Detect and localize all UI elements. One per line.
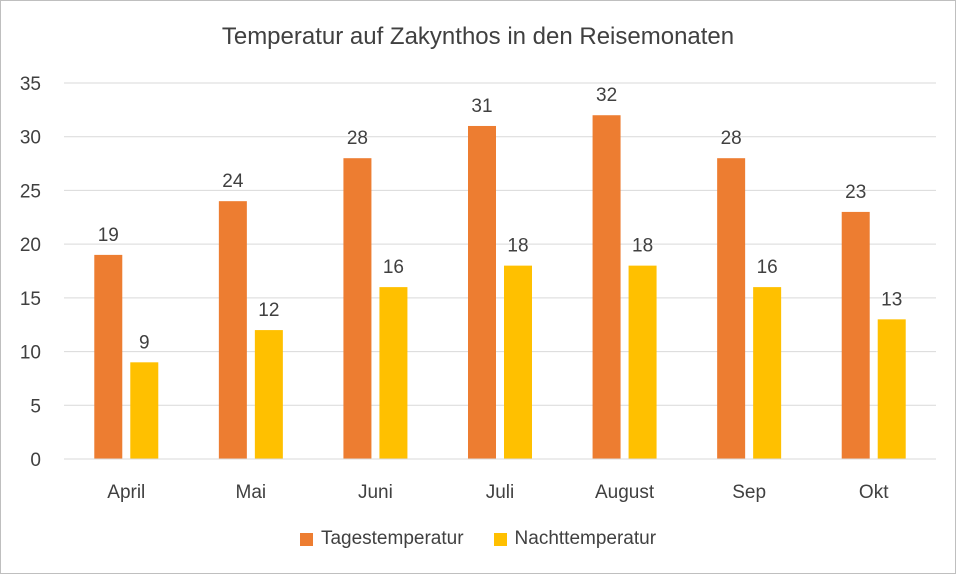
bar-night-august — [628, 265, 657, 459]
bar-night-sep — [753, 287, 782, 459]
data-label: 18 — [632, 236, 653, 257]
y-tick-label: 0 — [30, 450, 41, 471]
legend-item-night: Nachttemperatur — [493, 528, 657, 550]
data-label: 23 — [845, 182, 866, 203]
bar-night-juni — [379, 287, 408, 459]
bar-day-okt — [841, 211, 870, 459]
x-tick-label: Okt — [859, 482, 889, 503]
y-tick-label: 25 — [20, 181, 41, 202]
bar-day-august — [592, 115, 621, 459]
bar-day-april — [94, 254, 123, 459]
data-label: 16 — [757, 257, 778, 278]
data-label: 12 — [258, 300, 279, 321]
data-label: 18 — [507, 236, 528, 257]
x-tick-label: Juli — [486, 482, 515, 503]
legend: Tagestemperatur Nachttemperatur — [1, 528, 955, 550]
legend-label-day: Tagestemperatur — [320, 528, 464, 549]
bar-day-sep — [717, 158, 746, 459]
bar-night-mai — [254, 330, 283, 459]
y-tick-label: 10 — [20, 343, 41, 364]
bar-day-juni — [343, 158, 372, 459]
data-label: 32 — [596, 85, 617, 106]
y-tick-label: 30 — [20, 128, 41, 149]
bar-night-okt — [877, 319, 906, 459]
data-label: 31 — [471, 96, 492, 117]
bar-night-juli — [504, 265, 532, 459]
data-label: 9 — [139, 332, 150, 353]
x-tick-label: Mai — [236, 482, 267, 503]
data-label: 28 — [721, 128, 742, 149]
x-tick-label: Juni — [358, 482, 393, 503]
legend-item-day: Tagestemperatur — [299, 528, 464, 550]
data-label: 13 — [881, 289, 902, 310]
legend-label-night: Nachttemperatur — [514, 528, 657, 549]
data-label: 16 — [383, 257, 404, 278]
bar-day-juli — [468, 125, 496, 459]
y-tick-label: 5 — [30, 396, 41, 417]
x-tick-label: April — [107, 482, 145, 503]
x-tick-label: August — [595, 482, 655, 503]
x-tick-label: Sep — [732, 482, 766, 503]
bar-night-april — [130, 362, 159, 459]
bar-day-mai — [218, 201, 247, 459]
data-label: 24 — [222, 171, 244, 192]
legend-swatch-night — [493, 532, 507, 546]
y-tick-label: 20 — [20, 235, 41, 256]
data-label: 19 — [98, 225, 119, 246]
y-tick-label: 35 — [20, 74, 41, 95]
chart-title: Temperatur auf Zakynthos in den Reisemon… — [221, 23, 735, 50]
legend-swatch-day — [299, 532, 313, 546]
y-tick-label: 15 — [20, 289, 41, 310]
data-label: 28 — [347, 128, 368, 149]
